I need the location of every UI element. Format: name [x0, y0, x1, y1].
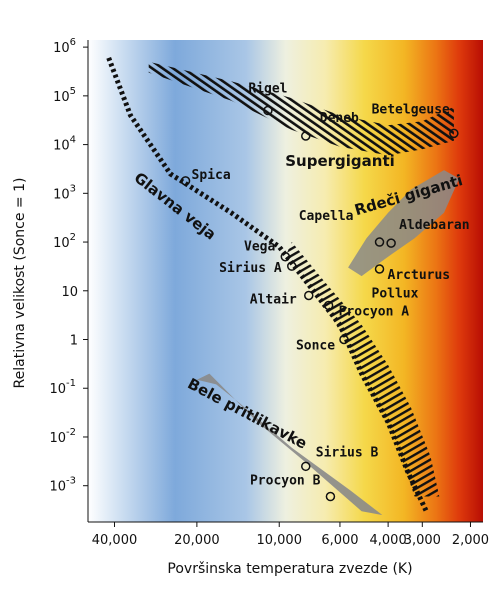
region-label: Supergiganti — [285, 152, 395, 170]
main-sequence-band — [285, 242, 440, 497]
star-label: Rigel — [248, 82, 287, 97]
y-tick-label: 106 — [53, 37, 76, 56]
star-label: Aldebaran — [399, 218, 469, 233]
star-marker — [287, 261, 297, 271]
star-label: Arcturus — [388, 268, 451, 283]
star-label: Sirius A — [219, 261, 282, 276]
x-tick-label: 10,000 — [256, 533, 302, 548]
star-marker — [263, 105, 273, 116]
y-tick-label: 1 — [70, 334, 78, 349]
star-marker — [323, 300, 334, 311]
star-label: Spica — [192, 168, 231, 183]
y-tick-label: 10 — [61, 285, 78, 300]
star-label: Deneb — [320, 111, 359, 126]
y-tick-label: 102 — [53, 232, 76, 251]
y-tick-label: 104 — [53, 135, 76, 154]
star-marker — [301, 461, 311, 472]
supergiant-band — [148, 61, 454, 156]
x-tick-label: 3,000 — [404, 533, 441, 548]
star-marker — [280, 251, 291, 262]
red-giant-band — [348, 170, 460, 277]
star-marker — [374, 237, 385, 247]
y-tick-label: 103 — [53, 183, 76, 202]
x-tick-label: 2,000 — [452, 533, 489, 548]
x-axis-label: Površinska temperatura zvezde (K) — [167, 561, 412, 577]
y-tick-label: 105 — [53, 86, 76, 105]
y-tick-label: 10-3 — [49, 476, 76, 495]
star-marker — [386, 238, 396, 248]
star-label: Procyon B — [250, 474, 321, 489]
y-axis-label: Relativna velikost (Sonce = 1) — [12, 178, 28, 389]
x-tick-label: 4,000 — [370, 533, 407, 548]
x-tick-label: 40,000 — [92, 533, 138, 548]
star-label: Altair — [250, 293, 297, 308]
star-label: Sirius B — [316, 445, 379, 460]
star-marker — [304, 290, 314, 301]
star-marker — [449, 128, 459, 139]
star-label: Betelgeuse — [372, 102, 450, 117]
star-label: Sonce — [296, 339, 335, 354]
star-label: Pollux — [372, 287, 419, 302]
x-tick-label: 6,000 — [321, 533, 358, 548]
star-marker — [301, 131, 311, 141]
y-tick-label: 10-1 — [49, 378, 76, 397]
star-marker — [180, 176, 191, 186]
y-tick-label: 10-2 — [49, 427, 76, 446]
star-label: Vega — [244, 240, 275, 255]
star-marker — [339, 334, 349, 345]
star-label: Procyon A — [339, 304, 410, 319]
star-label: Capella — [299, 209, 354, 224]
white-dwarf-band — [196, 373, 383, 515]
star-marker — [325, 491, 336, 502]
star-marker — [374, 264, 385, 274]
x-tick-label: 20,000 — [174, 533, 220, 548]
